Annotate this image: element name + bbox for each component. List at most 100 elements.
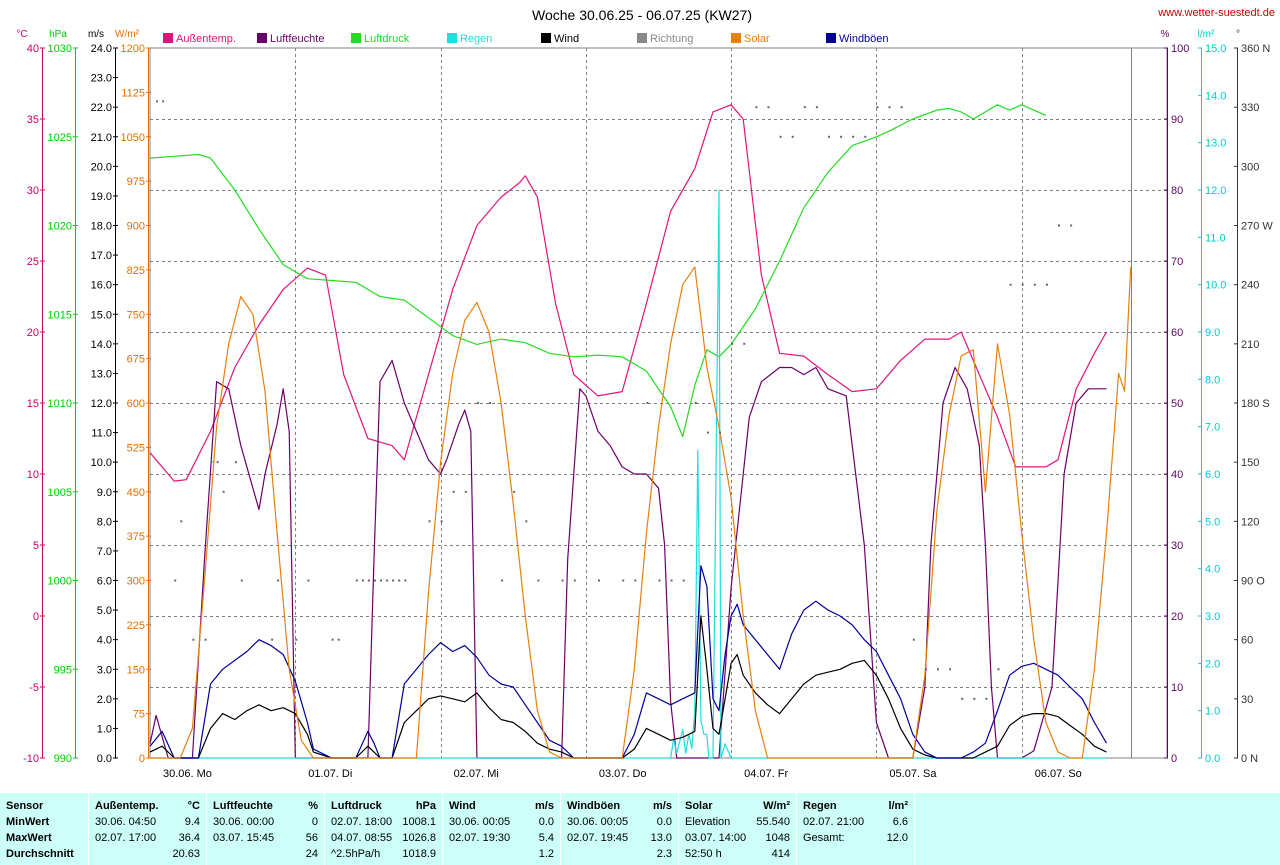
solar-axis-tick-label: 600 (127, 398, 145, 410)
direction-dot (337, 638, 340, 641)
temp-axis-tick-label: 40 (27, 43, 39, 55)
wind-axis-tick-label: 10.0 (91, 457, 112, 469)
direction-dot (888, 106, 891, 109)
wind-axis-tick-label: 21.0 (91, 132, 112, 144)
hum-axis-tick-label: 0 (1171, 753, 1177, 765)
day-label: 06.07. So (1035, 768, 1082, 780)
series-Luftfeuchte (149, 359, 1107, 759)
stats-header: Windböen (567, 800, 621, 812)
stats-column: Sensor MinWert MaxWert Durchschnitt (0, 793, 89, 865)
series-Windböen (149, 565, 1108, 759)
legend-label: Luftdruck (364, 33, 410, 45)
rain-axis-tick-label: 0.0 (1205, 753, 1220, 765)
press-axis-tick-label: 995 (54, 664, 72, 676)
stats-cell: 04.07. 08:55 (331, 832, 393, 844)
stats-unit: % (308, 800, 318, 812)
stats-value: 0 (311, 816, 318, 828)
direction-dot (513, 490, 516, 493)
legend: Außentemp. Luftfeuchte Luftdruck Regen Wind R… (163, 33, 889, 45)
stats-value: 1018.9 (402, 848, 436, 860)
wind-axis-tick-label: 13.0 (91, 368, 112, 380)
rain-axis-tick-label: 7.0 (1205, 422, 1220, 434)
direction-dot (1070, 224, 1073, 227)
wind-axis-tick-label: 23.0 (91, 73, 112, 85)
legend-label: Solar (744, 33, 770, 45)
dir-axis-tick-label: 360 N (1241, 43, 1270, 55)
wind-axis-tick-label: 18.0 (91, 221, 112, 233)
stats-cell: 52:50 h (685, 848, 722, 860)
rain-axis-tick-label: 15.0 (1205, 43, 1226, 55)
wind-axis-tick-label: 9.0 (97, 487, 112, 499)
press-axis-tick-label: 1005 (48, 487, 72, 499)
wind-axis-tick-label: 6.0 (97, 576, 112, 588)
solar-axis-tick-label: 825 (127, 265, 145, 277)
stats-column: Regen l/m² 02.07. 21:00 6.6 Gesamt: 12.0 (797, 793, 915, 865)
legend-swatch (731, 33, 741, 43)
direction-dot (622, 579, 625, 582)
wind-axis-tick-label: 2.0 (97, 694, 112, 706)
stats-cell: 02.07. 21:00 (803, 816, 865, 828)
direction-dot (440, 520, 443, 523)
stats-cell: 03.07. 14:00 (685, 832, 747, 844)
direction-dot (670, 579, 673, 582)
series-group (149, 104, 1132, 759)
wind-axis-tick-label: 19.0 (91, 191, 112, 203)
temp-axis-tick-label: -5 (29, 682, 39, 694)
rain-axis-tick-label: 2.0 (1205, 658, 1220, 670)
rain-axis-tick-label: 11.0 (1205, 232, 1226, 244)
stats-value: 1048 (765, 832, 790, 844)
legend-swatch (637, 33, 647, 43)
wind-axis-tick-label: 8.0 (97, 516, 112, 528)
dir-axis-tick-label: 300 (1241, 161, 1259, 173)
dir-axis-tick-label: 120 (1241, 516, 1259, 528)
stats-value: 2.3 (656, 848, 672, 860)
series-Regen (150, 189, 1107, 759)
left-axes: °C-10-50510152025303540hPa99099510001005… (16, 29, 151, 765)
direction-dot (355, 579, 358, 582)
direction-dot (1058, 224, 1060, 227)
stats-unit: m/s (653, 800, 672, 812)
wind-axis-tick-label: 0.0 (97, 753, 112, 765)
direction-dot (398, 579, 401, 582)
rain-axis-tick-label: 10.0 (1205, 280, 1226, 292)
hum-axis-tick-label: 40 (1171, 469, 1183, 481)
temp-axis-tick-label: 35 (27, 114, 39, 126)
solar-axis-tick-label: 525 (127, 442, 145, 454)
direction-dot (216, 461, 219, 464)
press-axis-tick-label: 1020 (48, 221, 72, 233)
series-Solar (150, 266, 1132, 759)
stats-cell: 30.06. 00:00 (213, 816, 275, 828)
direction-dot (876, 106, 879, 109)
right-axes: % 0 10 20 30 40 50 60 70 80 90 100 l/m² 0.0 1.0 2.0 3.0 4… (1161, 29, 1274, 765)
direction-dots (156, 100, 1073, 700)
temp-axis-unit: °C (16, 29, 27, 40)
direction-dot (900, 106, 903, 109)
stats-cell: 02.07. 19:45 (567, 832, 629, 844)
site-link[interactable]: www.wetter-suestedt.de (1157, 7, 1275, 19)
wind-axis-tick-label: 14.0 (91, 339, 112, 351)
stats-unit: °C (187, 800, 200, 812)
stats-value: 55.540 (756, 816, 790, 828)
solar-axis-tick-label: 450 (127, 487, 145, 499)
direction-dot (924, 668, 927, 671)
wind-axis-tick-label: 20.0 (91, 161, 112, 173)
day-label: 30.06. Mo (163, 768, 212, 780)
dir-axis-tick-label: 210 (1241, 339, 1259, 351)
stats-cell: 02.07. 19:30 (449, 832, 511, 844)
rain-axis-tick-label: 8.0 (1205, 374, 1220, 386)
solar-axis-tick-label: 1125 (121, 87, 145, 99)
stats-header: Solar (685, 800, 713, 812)
stats-cell: Elevation (685, 816, 731, 828)
direction-dot (428, 520, 431, 523)
weather-chart: Woche 30.06.25 - 06.07.25 (KW27) www.wet… (16, 7, 1275, 780)
direction-dot (174, 579, 177, 582)
solar-axis-tick-label: 150 (127, 664, 145, 676)
rain-axis-tick-label: 9.0 (1205, 327, 1220, 339)
wind-axis-tick-label: 7.0 (97, 546, 112, 558)
temp-axis-tick-label: 30 (27, 185, 39, 197)
stats-cell: MinWert (6, 816, 50, 828)
direction-dot (277, 579, 280, 582)
dir-axis-unit: ° (1236, 29, 1240, 40)
stats-unit: l/m² (888, 800, 908, 812)
temp-axis-tick-label: 5 (33, 540, 39, 552)
